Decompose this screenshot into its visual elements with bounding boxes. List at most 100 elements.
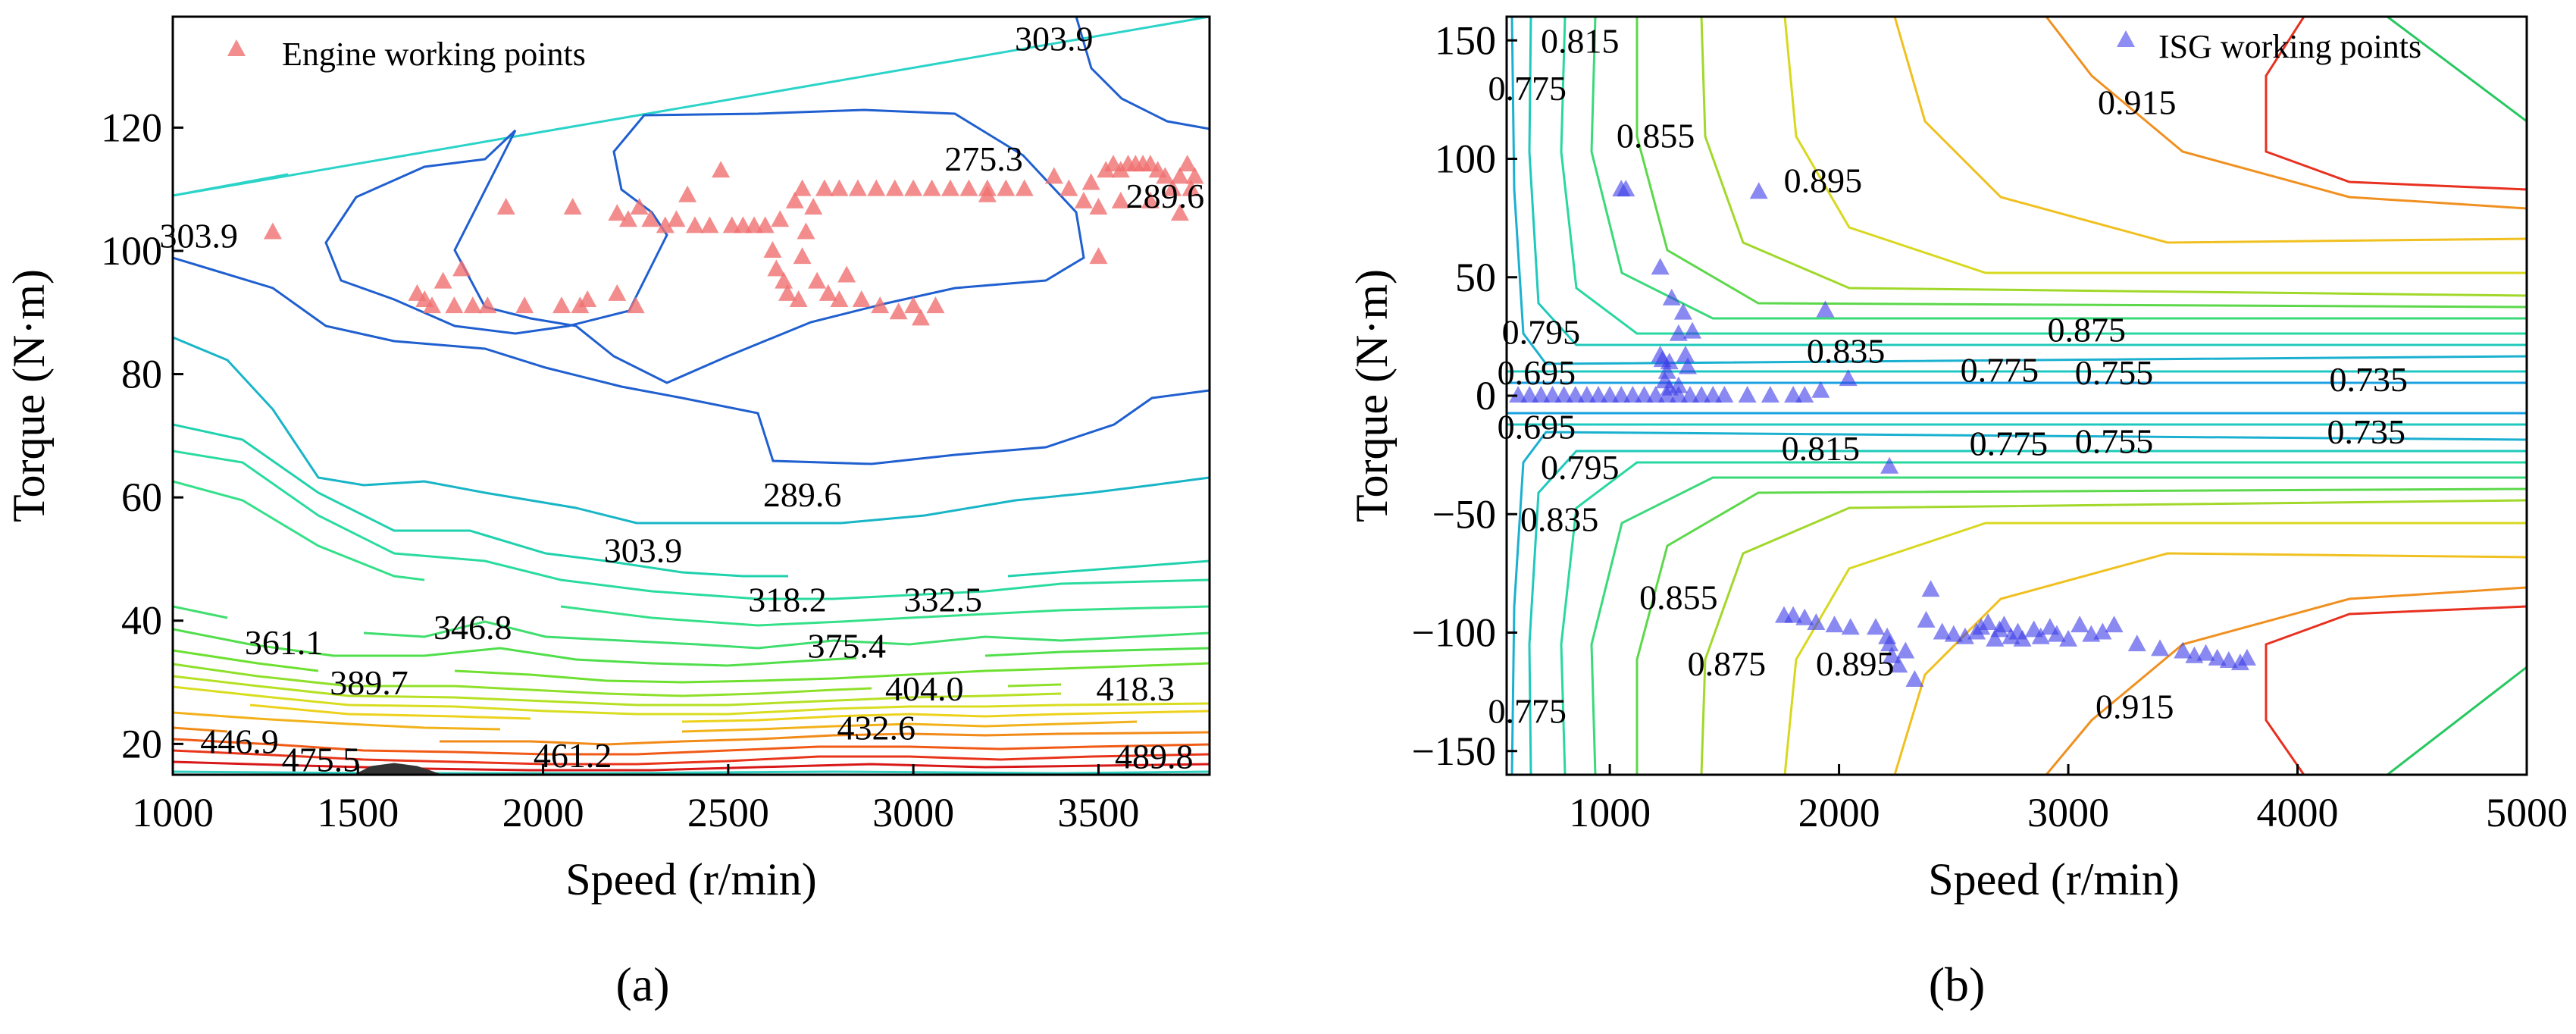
- working-point: [445, 296, 464, 314]
- working-point: [608, 284, 627, 301]
- working-point: [1673, 302, 1692, 320]
- working-point: [1678, 357, 1697, 374]
- x-tick-label: 1500: [317, 790, 399, 835]
- working-point: [1784, 386, 1803, 403]
- working-point: [1683, 321, 1702, 339]
- contour-label: 0.735: [2327, 412, 2406, 451]
- working-point: [641, 210, 660, 227]
- contour-line: [2045, 586, 2527, 775]
- working-point: [685, 216, 704, 233]
- contour-line: [1783, 522, 2527, 775]
- working-point: [452, 259, 471, 277]
- working-point: [2047, 625, 2066, 642]
- working-point: [1880, 456, 1899, 474]
- contour-line: [1700, 499, 2527, 775]
- contour-label: 404.0: [885, 669, 964, 708]
- working-point: [667, 210, 686, 227]
- legend-label-isg: ISG working points: [2158, 28, 2421, 65]
- working-point: [1182, 179, 1200, 196]
- working-point: [263, 222, 282, 240]
- working-point: [496, 198, 515, 215]
- contour-line: [1510, 431, 2527, 775]
- working-point: [793, 247, 812, 265]
- working-point: [678, 185, 697, 202]
- working-point: [626, 296, 645, 314]
- working-point: [1761, 386, 1779, 403]
- working-point: [978, 185, 997, 202]
- working-point: [712, 161, 731, 178]
- working-point: [1704, 386, 1723, 403]
- contour-line: [173, 726, 228, 733]
- working-point: [904, 179, 923, 196]
- contour-line: [1528, 450, 2527, 775]
- contour-line: [560, 605, 1210, 627]
- working-point: [1520, 386, 1539, 403]
- working-point: [904, 296, 923, 314]
- working-point: [871, 296, 890, 314]
- y-tick-label: 100: [101, 228, 162, 274]
- working-point: [1617, 180, 1635, 197]
- y-tick-label: 0: [1476, 373, 1496, 418]
- contour-line: [1893, 17, 2527, 244]
- working-point: [1944, 625, 1963, 642]
- working-point: [1543, 386, 1562, 403]
- x-tick-label: 3500: [1057, 790, 1139, 835]
- working-point: [1554, 386, 1573, 403]
- working-point: [1111, 191, 1130, 208]
- contour-label: 0.775: [1970, 425, 2049, 463]
- working-point: [793, 179, 812, 196]
- contour-label: 475.5: [282, 741, 361, 779]
- y-tick-label: 100: [1435, 136, 1496, 182]
- y-tick-label: 60: [121, 475, 162, 520]
- contour-line: [173, 256, 1210, 465]
- contour-line: [454, 662, 1210, 684]
- working-point: [478, 296, 497, 314]
- contour-label: 0.795: [1541, 448, 1620, 487]
- panel-label-a: (a): [615, 957, 669, 1011]
- contour-label: 346.8: [434, 608, 512, 647]
- working-point: [1896, 641, 1915, 659]
- working-point: [1816, 300, 1835, 318]
- working-point: [830, 290, 849, 307]
- contour-label: 0.875: [2048, 311, 2127, 349]
- working-point: [2059, 629, 2078, 647]
- contour-line: [173, 770, 1210, 775]
- contour-label: 0.815: [1541, 21, 1620, 60]
- working-point: [926, 296, 945, 314]
- contour-label: 0.835: [1807, 332, 1886, 371]
- contour-label: 0.855: [1617, 116, 1695, 155]
- working-point: [1577, 386, 1596, 403]
- x-tick-label: 1000: [1569, 790, 1651, 835]
- contour-line: [2045, 17, 2527, 210]
- working-point: [889, 302, 908, 320]
- working-point: [848, 179, 867, 196]
- working-point: [1738, 386, 1757, 403]
- x-tick-label: 2000: [1798, 790, 1880, 835]
- contour-line: [681, 710, 1210, 723]
- y-tick-label: 20: [121, 721, 162, 766]
- contour-line: [324, 108, 1085, 384]
- working-point: [2105, 616, 2124, 633]
- working-point: [922, 179, 941, 196]
- working-point: [2196, 644, 2215, 661]
- working-point: [1979, 613, 1998, 630]
- working-point: [1811, 381, 1830, 398]
- contour-label: 361.1: [245, 623, 324, 662]
- legend-marker-engine: [227, 39, 246, 56]
- working-point: [630, 198, 649, 215]
- legend-label-engine: Engine working points: [282, 36, 586, 73]
- panel-a-xlabel: Speed (r/min): [565, 854, 817, 904]
- working-point: [2151, 639, 2170, 656]
- x-tick-label: 5000: [2486, 790, 2568, 835]
- working-point: [423, 296, 441, 314]
- working-point: [618, 210, 637, 227]
- working-point: [1623, 386, 1642, 403]
- panel-b-contour-labels: 0.815 0.775 0.855 0.895 0.915 0.795 0.875 0.835…: [1488, 21, 2408, 730]
- working-point: [1612, 386, 1631, 403]
- working-point: [1795, 386, 1814, 403]
- working-point: [1680, 386, 1699, 403]
- working-point: [1170, 204, 1189, 221]
- working-point: [1635, 386, 1654, 403]
- working-point: [2208, 648, 2227, 666]
